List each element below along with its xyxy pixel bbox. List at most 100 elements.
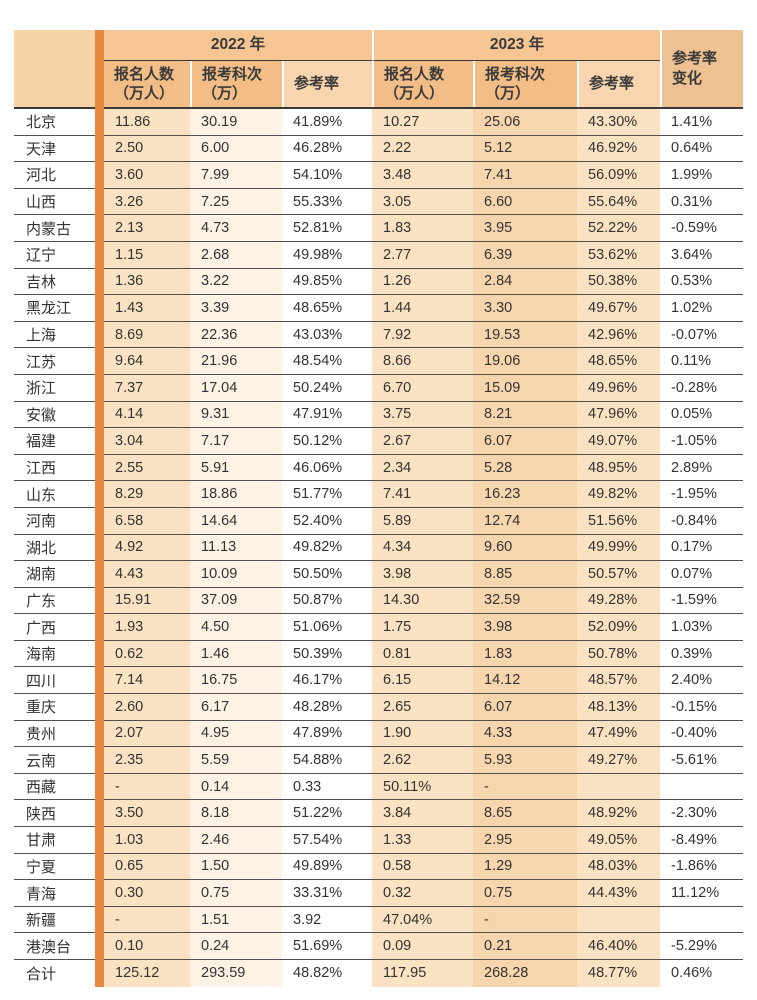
col-header-rate-2023: 参考率 bbox=[577, 61, 660, 107]
value-cell: 4.14 bbox=[104, 401, 190, 428]
value-cell: 49.28% bbox=[577, 587, 660, 614]
province-label: 广西 bbox=[14, 614, 104, 640]
value-cell: 43.03% bbox=[282, 321, 372, 348]
value-cell: -0.59% bbox=[660, 215, 743, 241]
province-label: 江西 bbox=[14, 454, 104, 481]
value-cell: 49.99% bbox=[577, 534, 660, 561]
value-cell: -0.15% bbox=[660, 694, 743, 720]
value-cell: 47.96% bbox=[577, 401, 660, 428]
value-cell: 1.15 bbox=[104, 241, 190, 268]
value-cell: 15.09 bbox=[473, 374, 577, 401]
value-cell: 0.17% bbox=[660, 534, 743, 561]
value-cell: 46.06% bbox=[282, 454, 372, 481]
table-row: 重庆 2.60 6.17 48.28% 2.65 6.07 48.13% -0.15% bbox=[14, 694, 743, 721]
value-cell: 47.49% bbox=[577, 720, 660, 747]
table-row: 湖北 4.92 11.13 49.82% 4.34 9.60 49.99% 0.17% bbox=[14, 534, 743, 562]
table-row: 贵州 2.07 4.95 47.89% 1.90 4.33 47.49% -0.40% bbox=[14, 720, 743, 748]
province-label: 新疆 bbox=[14, 906, 104, 933]
value-cell: 46.17% bbox=[282, 667, 372, 694]
value-cell: 3.84 bbox=[372, 800, 473, 827]
value-cell: 1.51 bbox=[190, 906, 282, 933]
corner-cell bbox=[14, 30, 104, 107]
value-cell: 18.86 bbox=[190, 481, 282, 507]
value-cell: 0.81 bbox=[372, 640, 473, 667]
table-row: 天津 2.50 6.00 46.28% 2.22 5.12 46.92% 0.64% bbox=[14, 135, 743, 163]
value-cell: 1.83 bbox=[473, 640, 577, 667]
value-cell: 52.40% bbox=[282, 507, 372, 534]
value-cell: 1.02% bbox=[660, 295, 743, 321]
value-cell: -0.07% bbox=[660, 321, 743, 348]
province-label: 合计 bbox=[14, 960, 104, 987]
table-row: 江苏 9.64 21.96 48.54% 8.66 19.06 48.65% 0.11% bbox=[14, 348, 743, 375]
value-cell: 51.22% bbox=[282, 800, 372, 827]
province-label: 云南 bbox=[14, 747, 104, 773]
table-row: 广东 15.91 37.09 50.87% 14.30 32.59 49.28% -1.59% bbox=[14, 587, 743, 615]
value-cell: 1.36 bbox=[104, 268, 190, 295]
value-cell: 50.38% bbox=[577, 268, 660, 295]
value-cell: 15.91 bbox=[104, 587, 190, 614]
value-cell: 21.96 bbox=[190, 348, 282, 374]
value-cell: 14.12 bbox=[473, 667, 577, 694]
table-row: 北京 11.86 30.19 41.89% 10.27 25.06 43.30% 1.41% bbox=[14, 109, 743, 136]
value-cell: 1.29 bbox=[473, 853, 577, 880]
value-cell: 0.46% bbox=[660, 960, 743, 987]
value-cell: 0.09 bbox=[372, 933, 473, 959]
province-label: 山东 bbox=[14, 481, 104, 507]
value-cell: 1.93 bbox=[104, 614, 190, 640]
value-cell: 1.46 bbox=[190, 640, 282, 667]
value-cell: 3.05 bbox=[372, 188, 473, 215]
value-cell: 8.65 bbox=[473, 800, 577, 827]
value-cell: 11.12% bbox=[660, 880, 743, 906]
value-cell: 2.67 bbox=[372, 428, 473, 454]
value-cell: 49.07% bbox=[577, 428, 660, 454]
value-cell: 5.12 bbox=[473, 135, 577, 162]
table-row: 陕西 3.50 8.18 51.22% 3.84 8.65 48.92% -2.30% bbox=[14, 800, 743, 828]
value-cell: 4.92 bbox=[104, 534, 190, 561]
province-label: 河北 bbox=[14, 162, 104, 188]
value-cell: 6.60 bbox=[473, 188, 577, 215]
value-cell: 1.03 bbox=[104, 827, 190, 853]
value-cell: 2.60 bbox=[104, 694, 190, 720]
table-row: 内蒙古 2.13 4.73 52.81% 1.83 3.95 52.22% -0.59% bbox=[14, 215, 743, 242]
value-cell: 3.60 bbox=[104, 162, 190, 188]
value-cell: 293.59 bbox=[190, 960, 282, 987]
value-cell: 7.41 bbox=[372, 481, 473, 507]
province-label: 上海 bbox=[14, 321, 104, 348]
value-cell: 6.17 bbox=[190, 694, 282, 720]
value-cell: 3.98 bbox=[372, 561, 473, 587]
value-cell: 2.07 bbox=[104, 720, 190, 747]
value-cell: 6.07 bbox=[473, 428, 577, 454]
value-cell: 4.34 bbox=[372, 534, 473, 561]
value-cell: 50.11% bbox=[372, 773, 473, 800]
province-label: 黑龙江 bbox=[14, 295, 104, 321]
value-cell: -1.86% bbox=[660, 853, 743, 880]
table-row: 浙江 7.37 17.04 50.24% 6.70 15.09 49.96% -0.28% bbox=[14, 374, 743, 402]
value-cell: 9.31 bbox=[190, 401, 282, 428]
value-cell: 1.33 bbox=[372, 827, 473, 853]
value-cell: 52.09% bbox=[577, 614, 660, 640]
value-cell: -0.84% bbox=[660, 507, 743, 534]
value-cell: 50.87% bbox=[282, 587, 372, 614]
value-cell: 7.37 bbox=[104, 374, 190, 401]
value-cell: 3.75 bbox=[372, 401, 473, 428]
value-cell: 0.32 bbox=[372, 880, 473, 906]
value-cell: -5.61% bbox=[660, 747, 743, 773]
value-cell: 48.92% bbox=[577, 800, 660, 827]
province-label: 贵州 bbox=[14, 720, 104, 747]
value-cell: 50.57% bbox=[577, 561, 660, 587]
value-cell: 1.26 bbox=[372, 268, 473, 295]
value-cell: 2.62 bbox=[372, 747, 473, 773]
value-cell: 4.50 bbox=[190, 614, 282, 640]
year-2022-header: 2022 年 bbox=[104, 30, 372, 61]
value-cell: 3.04 bbox=[104, 428, 190, 454]
table-row: 上海 8.69 22.36 43.03% 7.92 19.53 42.96% -0.07% bbox=[14, 321, 743, 349]
value-cell: 2.68 bbox=[190, 241, 282, 268]
table-row: 辽宁 1.15 2.68 49.98% 2.77 6.39 53.62% 3.64% bbox=[14, 241, 743, 269]
value-cell: 17.04 bbox=[190, 374, 282, 401]
value-cell: 0.62 bbox=[104, 640, 190, 667]
value-cell: 25.06 bbox=[473, 109, 577, 135]
col-header-subjects-2022: 报考科次 （万） bbox=[190, 61, 282, 107]
value-cell: 0.30 bbox=[104, 880, 190, 906]
value-cell: 3.39 bbox=[190, 295, 282, 321]
table-row: 福建 3.04 7.17 50.12% 2.67 6.07 49.07% -1.05% bbox=[14, 428, 743, 455]
